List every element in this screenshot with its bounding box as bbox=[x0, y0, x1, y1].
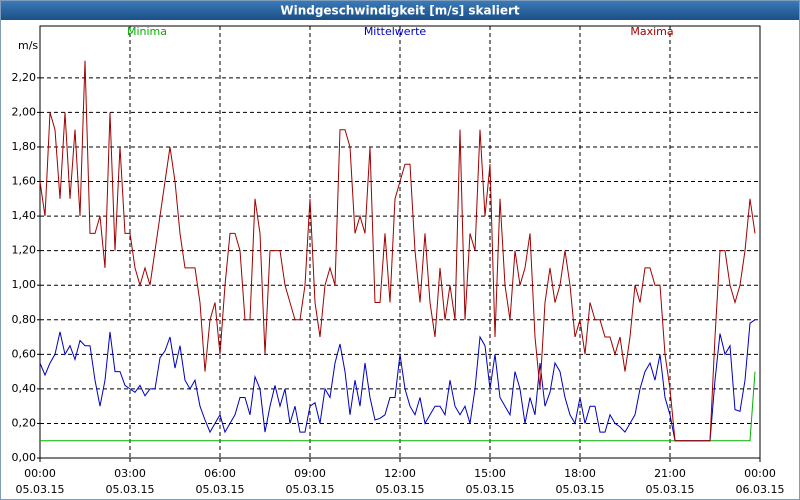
y-tick-label: 1,20 bbox=[12, 244, 37, 257]
y-tick-label: 1,60 bbox=[12, 175, 37, 188]
y-tick-label: 0,20 bbox=[12, 416, 37, 429]
y-tick-label: 1,00 bbox=[12, 278, 37, 291]
x-tick-label: 15:00 bbox=[474, 467, 506, 480]
legend-label: Maxima bbox=[630, 25, 673, 38]
x-tick-date: 05.03.15 bbox=[16, 483, 65, 496]
y-tick-label: 0,40 bbox=[12, 382, 37, 395]
x-tick-date: 05.03.15 bbox=[646, 483, 695, 496]
y-tick-label: 0,80 bbox=[12, 313, 37, 326]
x-tick-date: 05.03.15 bbox=[196, 483, 245, 496]
y-tick-label: 0,00 bbox=[12, 451, 37, 464]
series-line bbox=[40, 371, 756, 442]
title-bar bbox=[1, 1, 799, 20]
x-tick-label: 18:00 bbox=[564, 467, 596, 480]
y-axis-label: m/s bbox=[18, 39, 38, 52]
legend-label: Mittelwerte bbox=[364, 25, 427, 38]
chart-title: Windgeschwindigkeit [m/s] skaliert bbox=[280, 4, 520, 18]
y-tick-label: 1,40 bbox=[12, 209, 37, 222]
x-tick-date: 05.03.15 bbox=[106, 483, 155, 496]
x-tick-label: 09:00 bbox=[294, 467, 326, 480]
x-tick-label: 12:00 bbox=[384, 467, 416, 480]
x-tick-label: 21:00 bbox=[654, 467, 686, 480]
x-tick-date: 05.03.15 bbox=[466, 483, 515, 496]
y-tick-label: 2,00 bbox=[12, 105, 37, 118]
x-tick-label: 00:00 bbox=[744, 467, 776, 480]
x-tick-label: 06:00 bbox=[204, 467, 236, 480]
series-line bbox=[39, 319, 756, 442]
x-tick-date: 05.03.15 bbox=[286, 483, 335, 496]
y-tick-label: 2,20 bbox=[12, 71, 37, 84]
x-tick-label: 03:00 bbox=[114, 467, 146, 480]
x-tick-date: 05.03.15 bbox=[376, 483, 425, 496]
x-tick-date: 05.03.15 bbox=[556, 483, 605, 496]
y-tick-label: 0,60 bbox=[12, 347, 37, 360]
x-tick-date: 06.03.15 bbox=[736, 483, 785, 496]
series-line bbox=[39, 60, 756, 442]
y-tick-label: 1,80 bbox=[12, 140, 37, 153]
legend-label: Minima bbox=[127, 25, 167, 38]
x-tick-label: 00:00 bbox=[24, 467, 56, 480]
